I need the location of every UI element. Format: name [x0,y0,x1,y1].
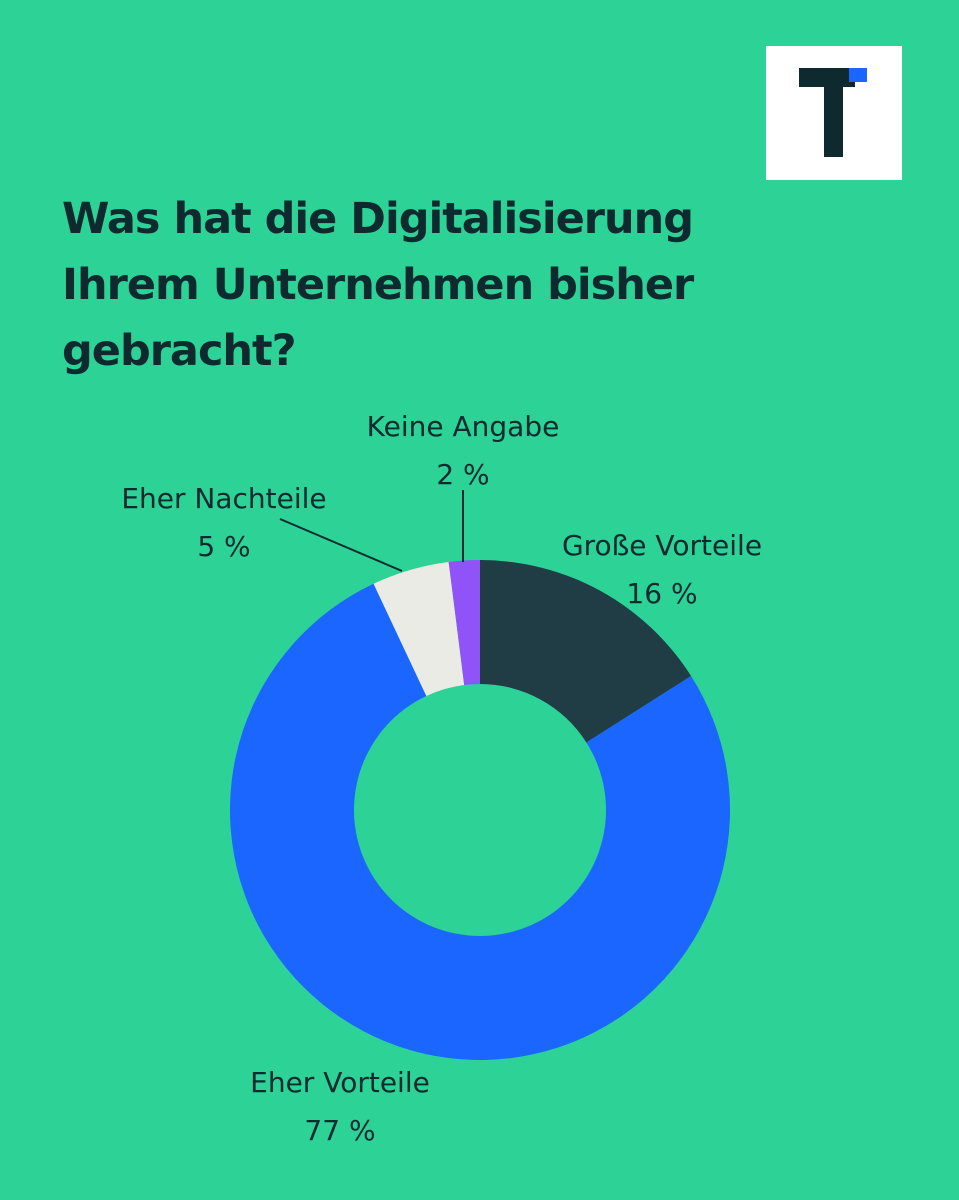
title-line-1: Was hat die Digitalisierung [62,194,694,244]
t3n-logo-icon [766,46,902,180]
slice-label-keine-angabe: Keine Angabe [367,410,560,443]
slice-eher-vorteile [229,583,730,1060]
leader-lines [279,490,464,572]
slice-label-eher-nachteile: Eher Nachteile [121,482,326,515]
donut-slices [229,560,730,1060]
slice-label-eher-vorteile: Eher Vorteile [250,1066,430,1099]
title-line-2: Ihrem Unternehmen bisher [62,260,694,310]
slice-value-grosse-vorteile: 16 % [626,577,697,610]
slice-label-grosse-vorteile: Große Vorteile [562,529,762,562]
slice-value-eher-vorteile: 77 % [304,1114,375,1147]
slice-labels: Große Vorteile 16 % Eher Vorteile 77 % Eher … [121,410,762,1147]
title-line-3: gebracht? [62,326,297,376]
slice-value-eher-nachteile: 5 % [197,530,250,563]
leader-line-eher-nachteile [279,518,403,572]
slice-eher-nachteile [373,561,465,696]
logo-accent [849,68,867,82]
slice-keine-angabe [448,560,480,685]
chart-title: Was hat die Digitalisierung Ihrem Untern… [62,186,822,384]
logo-stem-vertical [824,68,843,157]
slice-grosse-vorteile [480,560,692,743]
slice-value-keine-angabe: 2 % [436,458,489,491]
